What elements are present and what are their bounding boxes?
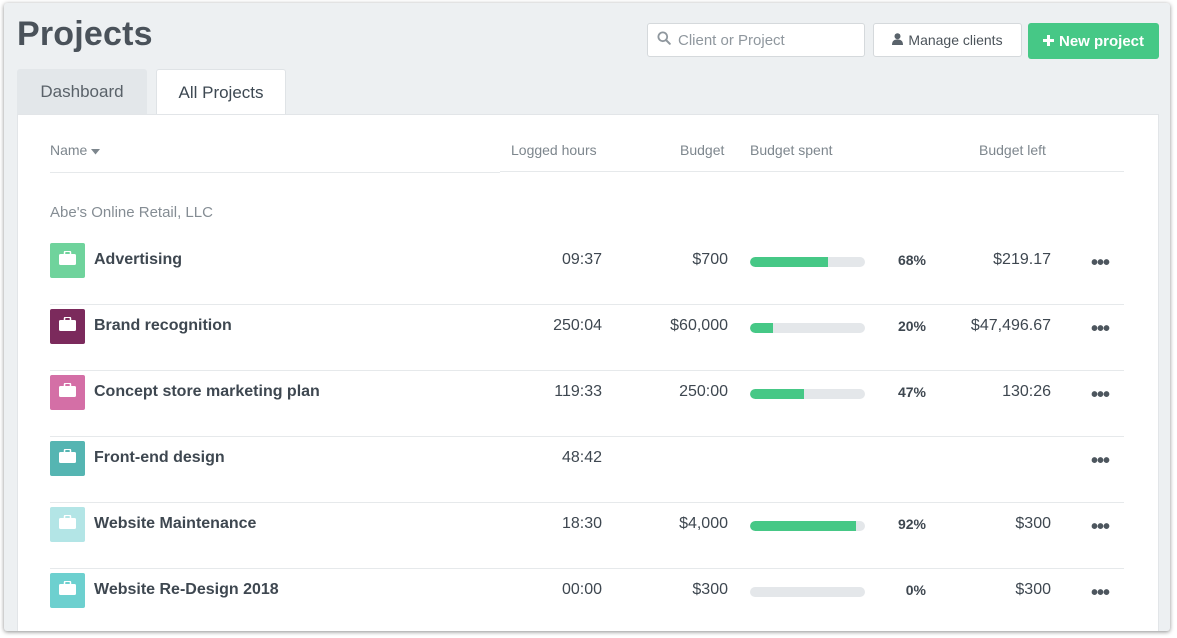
- briefcase-icon: [59, 250, 76, 270]
- manage-clients-label: Manage clients: [908, 32, 1003, 48]
- budget-value: 250:00: [679, 383, 728, 400]
- logged-hours: 48:42: [561, 449, 602, 466]
- briefcase-icon: [59, 514, 76, 534]
- project-color-icon: [50, 507, 85, 542]
- user-icon: [892, 32, 904, 48]
- plus-icon: [1042, 33, 1054, 50]
- project-name[interactable]: Front-end design: [94, 449, 225, 466]
- project-name[interactable]: Website Re-Design 2018: [94, 581, 279, 598]
- more-options-icon[interactable]: •••: [1091, 384, 1110, 406]
- tab-all-projects[interactable]: All Projects: [156, 69, 286, 116]
- project-color-icon: [50, 441, 85, 476]
- budget-left-value: $300: [1015, 581, 1051, 598]
- row-divider: [50, 502, 1124, 503]
- projects-window: Projects Manage clients New project Dash…: [4, 3, 1170, 631]
- logged-hours: 18:30: [561, 515, 602, 532]
- budget-value: $4,000: [679, 515, 728, 532]
- budget-spent-percent: 0%: [905, 582, 926, 598]
- header: Projects Manage clients New project Dash…: [4, 3, 1170, 116]
- more-options-icon[interactable]: •••: [1091, 318, 1110, 340]
- budget-spent-percent: 20%: [897, 318, 926, 334]
- more-options-icon[interactable]: •••: [1091, 450, 1110, 472]
- project-row[interactable]: Brand recognition 250:04 $60,000 20% $47,496…: [50, 305, 1124, 371]
- briefcase-icon: [59, 316, 76, 336]
- budget-value: $60,000: [670, 317, 728, 334]
- project-color-icon: [50, 309, 85, 344]
- header-divider: [50, 172, 500, 173]
- budget-left-value: $47,496.67: [970, 317, 1051, 334]
- more-options-icon[interactable]: •••: [1091, 582, 1110, 604]
- budget-progress-fill: [750, 323, 773, 333]
- new-project-button[interactable]: New project: [1028, 23, 1159, 59]
- project-color-icon: [50, 573, 85, 608]
- logged-hours: 119:33: [554, 383, 602, 400]
- briefcase-icon: [59, 448, 76, 468]
- budget-left-value: $300: [1015, 515, 1051, 532]
- budget-left-column-header[interactable]: Budget left: [979, 142, 1046, 158]
- header-divider: [500, 171, 1124, 172]
- budget-progress-bar: [750, 389, 865, 399]
- budget-progress-fill: [750, 389, 805, 399]
- project-row[interactable]: Advertising 09:37 $700 68% $219.17 •••: [50, 239, 1124, 305]
- budget-value: $700: [692, 251, 728, 268]
- budget-column-header[interactable]: Budget: [680, 142, 725, 158]
- budget-progress-fill: [750, 521, 856, 531]
- budget-spent-percent: 68%: [897, 252, 926, 268]
- logged-hours: 250:04: [553, 317, 602, 334]
- row-divider: [50, 370, 1124, 371]
- project-row[interactable]: Front-end design 48:42 •••: [50, 437, 1124, 503]
- row-divider: [50, 568, 1124, 569]
- logged-hours: 09:37: [561, 251, 602, 268]
- page-title: Projects: [17, 15, 153, 53]
- budget-progress-bar: [750, 521, 865, 531]
- client-group-label: Abe's Online Retail, LLC: [50, 204, 213, 221]
- budget-spent-column-header[interactable]: Budget spent: [750, 142, 833, 158]
- project-row[interactable]: Website Re-Design 2018 00:00 $300 0% $300 •••: [50, 569, 1124, 631]
- budget-spent-percent: 92%: [897, 516, 926, 532]
- logged-hours: 00:00: [561, 581, 602, 598]
- manage-clients-button[interactable]: Manage clients: [873, 23, 1022, 57]
- tab-dashboard[interactable]: Dashboard: [17, 69, 147, 115]
- budget-spent-percent: 47%: [897, 384, 926, 400]
- briefcase-icon: [59, 382, 76, 402]
- project-name[interactable]: Website Maintenance: [94, 515, 257, 532]
- projects-panel: [17, 114, 1159, 631]
- new-project-label: New project: [1058, 32, 1145, 50]
- name-column-label: Name: [50, 142, 88, 158]
- project-name[interactable]: Advertising: [94, 251, 183, 268]
- budget-progress-bar: [750, 323, 865, 333]
- budget-left-value: 130:26: [1002, 383, 1051, 400]
- name-column-header[interactable]: Name: [50, 142, 101, 158]
- search-input[interactable]: [676, 30, 860, 50]
- project-name[interactable]: Concept store marketing plan: [94, 383, 320, 400]
- project-row[interactable]: Concept store marketing plan 119:33 250:00…: [50, 371, 1124, 437]
- budget-progress-bar: [750, 257, 865, 267]
- row-divider: [50, 436, 1124, 437]
- more-options-icon[interactable]: •••: [1091, 252, 1110, 274]
- briefcase-icon: [59, 580, 76, 600]
- sort-down-icon: [91, 142, 101, 158]
- budget-progress-fill: [750, 257, 829, 267]
- budget-left-value: $219.17: [993, 251, 1051, 268]
- more-options-icon[interactable]: •••: [1091, 516, 1110, 538]
- row-divider: [50, 304, 1124, 305]
- search-box[interactable]: [647, 23, 865, 57]
- project-row[interactable]: Website Maintenance 18:30 $4,000 92% $300 •••: [50, 503, 1124, 569]
- search-icon: [657, 31, 671, 50]
- budget-value: $300: [692, 581, 728, 598]
- logged-hours-column-header[interactable]: Logged hours: [511, 142, 597, 158]
- budget-progress-bar: [750, 587, 865, 597]
- project-color-icon: [50, 243, 85, 278]
- project-name[interactable]: Brand recognition: [94, 317, 232, 334]
- project-color-icon: [50, 375, 85, 410]
